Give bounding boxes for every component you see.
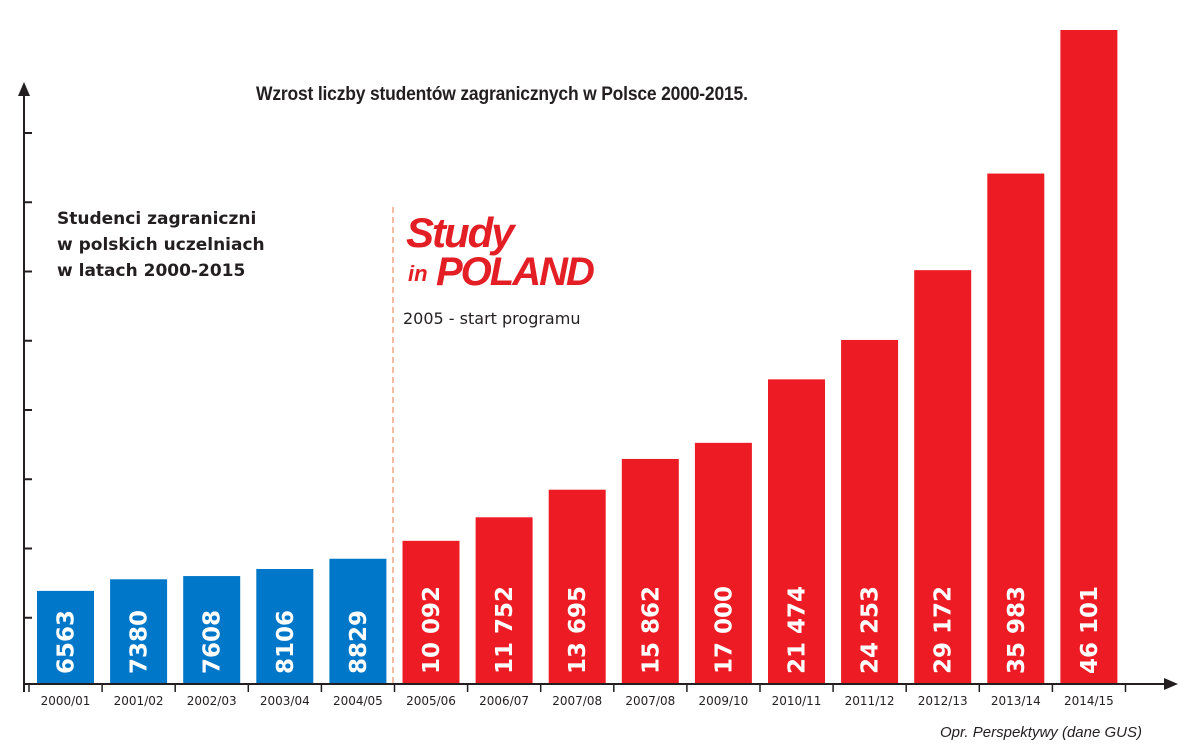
side-note-line-2: w polskich uczelniach <box>57 235 265 255</box>
logo-in-text: in <box>408 261 428 286</box>
x-tick-label: 2005/06 <box>406 694 456 708</box>
bar-2013/14 <box>987 173 1045 684</box>
x-tick-label: 2014/15 <box>1064 694 1114 708</box>
side-note-line-3: w latach 2000-2015 <box>57 261 246 281</box>
x-tick-label: 2007/08 <box>552 694 602 708</box>
x-tick-label: 2002/03 <box>187 694 237 708</box>
bar-value-label: 24 253 <box>858 586 884 674</box>
bar-value-label: 7380 <box>127 610 153 674</box>
bar-2002/03 <box>183 576 241 684</box>
bar-value-label: 17 000 <box>711 586 737 674</box>
x-tick-label: 2007/08 <box>625 694 675 708</box>
bar-value-label: 46 101 <box>1077 586 1103 674</box>
logo-poland-text: POLAND <box>436 250 595 294</box>
x-tick-label: 2011/12 <box>845 694 895 708</box>
bar-value-label: 7608 <box>200 610 226 674</box>
x-tick-label: 2006/07 <box>479 694 529 708</box>
x-axis-arrow <box>1164 678 1178 690</box>
logo-study-text: Study <box>406 209 515 256</box>
bar-2011/12 <box>841 339 899 684</box>
bar-2003/04 <box>256 569 314 684</box>
bar-2009/10 <box>694 442 752 684</box>
bar-value-label: 35 983 <box>1004 586 1030 674</box>
bar-2014/15 <box>1060 30 1118 684</box>
x-tick-label: 2001/02 <box>114 694 164 708</box>
source-note: Opr. Perspektywy (dane GUS) <box>939 724 1142 741</box>
bar-2004/05 <box>329 558 387 684</box>
bar-2000/01 <box>37 590 94 684</box>
bar-value-label: 13 695 <box>565 586 591 674</box>
bar-2001/02 <box>110 579 168 684</box>
bar-2007/08 <box>621 458 679 684</box>
x-tick-label: 2012/13 <box>918 694 968 708</box>
x-tick-label: 2010/11 <box>772 694 822 708</box>
bar-value-label: 6563 <box>54 610 80 674</box>
y-axis-arrow <box>18 82 30 96</box>
side-note-line-1: Studenci zagraniczni <box>57 209 257 229</box>
bar-2005/06 <box>402 540 460 684</box>
x-tick-label: 2000/01 <box>41 694 91 708</box>
bar-value-label: 15 862 <box>638 586 664 674</box>
bar-2012/13 <box>914 270 972 684</box>
bar-value-label: 21 474 <box>785 586 811 674</box>
x-tick-label: 2004/05 <box>333 694 383 708</box>
bar-value-label: 8829 <box>346 610 372 674</box>
side-note: Studenci zagraniczni w polskich uczelnia… <box>57 206 265 284</box>
bar-2010/11 <box>768 379 825 684</box>
x-tick-label: 2013/14 <box>991 694 1041 708</box>
program-start-note: 2005 - start programu <box>403 309 581 328</box>
bar-value-label: 29 172 <box>931 586 957 674</box>
chart-title: Wzrost liczby studentów zagranicznych w … <box>256 84 748 105</box>
bar-value-label: 11 752 <box>492 586 518 674</box>
study-in-poland-logo: Study in POLAND <box>406 212 636 296</box>
x-tick-label: 2009/10 <box>698 694 748 708</box>
x-tick-label: 2003/04 <box>260 694 310 708</box>
bar-2006/07 <box>475 517 533 684</box>
bar-value-label: 8106 <box>273 610 299 674</box>
bar-2007/08 <box>548 489 606 684</box>
bar-value-label: 10 092 <box>419 586 445 674</box>
